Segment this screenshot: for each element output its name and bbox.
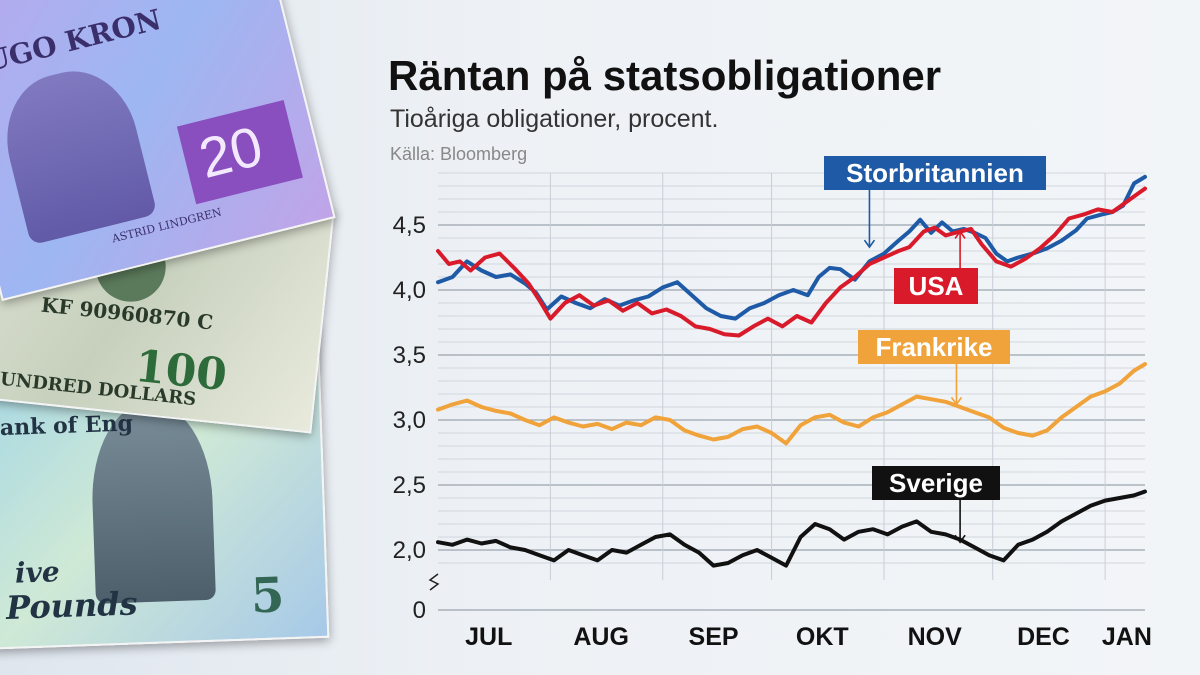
y-tick-label: 3,0 [393, 407, 426, 434]
series-label-text: USA [909, 271, 964, 301]
y-tick-label: 3,5 [393, 342, 426, 369]
x-tick-label: JUL [465, 623, 512, 651]
x-tick-label: AUG [573, 623, 629, 651]
series-label-text: Storbritannien [846, 158, 1024, 188]
series-label-text: Sverige [889, 468, 983, 498]
series-label: Storbritannien [824, 156, 1046, 249]
x-tick-label: JAN [1102, 623, 1152, 651]
series-arrowhead [954, 534, 966, 544]
series-label: Sverige [872, 466, 1000, 544]
axis-break-mark [428, 573, 440, 591]
series-label: Frankrike [858, 330, 1010, 406]
series-arrowhead [863, 239, 876, 249]
series-label-box [824, 156, 1046, 190]
y-tick-label-zero: 0 [413, 597, 426, 624]
y-tick-label: 4,0 [393, 277, 426, 304]
series-label-box [872, 466, 1000, 500]
series-line [436, 489, 1147, 568]
grid [438, 172, 1145, 611]
chart-source: Källa: Bloomberg [390, 144, 528, 164]
series-arrowhead [950, 396, 963, 406]
x-tick-label: NOV [908, 623, 963, 651]
x-tick-label: OKT [796, 623, 849, 651]
series-line [436, 362, 1147, 446]
series-line [436, 186, 1147, 338]
series-arrowhead [954, 230, 966, 239]
y-tick-label: 4,5 [393, 212, 426, 239]
y-tick-label: 2,5 [393, 472, 426, 499]
series-label-box [858, 330, 1010, 364]
x-tick-label: SEP [689, 623, 739, 651]
x-tick-label: DEC [1017, 623, 1070, 651]
series-label: USA [894, 230, 978, 304]
series-label-text: Frankrike [875, 332, 992, 362]
y-tick-label: 2,0 [393, 537, 426, 564]
series-label-box [894, 268, 978, 304]
chart-subtitle: Tioåriga obligationer, procent. [390, 105, 719, 133]
chart-title: Räntan på statsobligationer [388, 52, 942, 99]
